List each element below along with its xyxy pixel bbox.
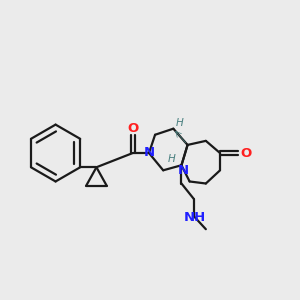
Text: O: O: [127, 122, 138, 135]
Text: H: H: [167, 154, 175, 164]
Text: O: O: [241, 146, 252, 160]
Text: NH: NH: [184, 211, 206, 224]
Text: N: N: [178, 164, 189, 177]
Text: H: H: [176, 118, 183, 128]
Text: N: N: [143, 146, 155, 158]
